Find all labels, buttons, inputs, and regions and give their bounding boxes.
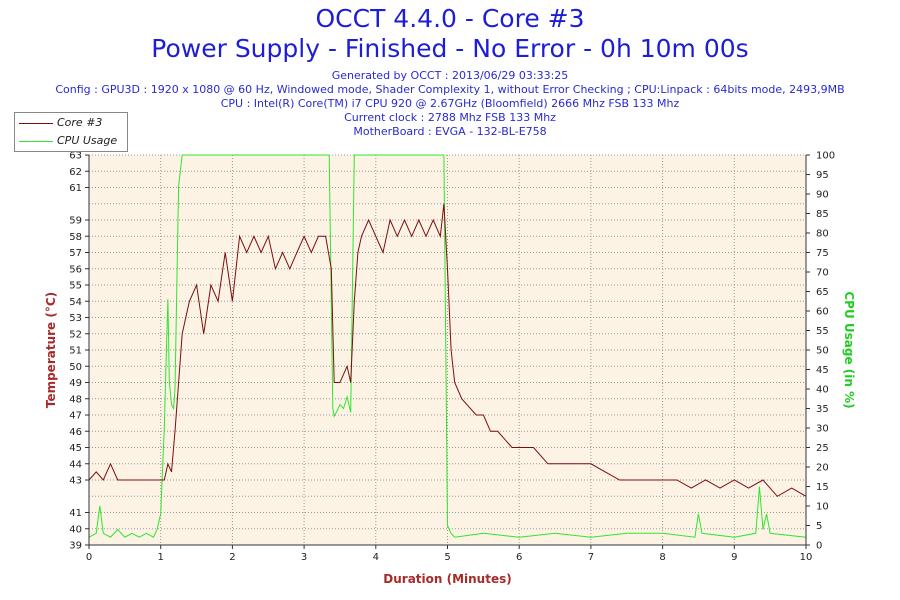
y2-axis-title: CPU Usage (in %) bbox=[842, 291, 856, 408]
cpu-line: CPU : Intel(R) Core(TM) i7 CPU 920 @ 2.6… bbox=[220, 97, 680, 110]
y-tick-label: 54 bbox=[69, 297, 82, 308]
y2-tick-label: 45 bbox=[816, 365, 829, 376]
y2-tick-label: 80 bbox=[816, 229, 829, 240]
x-tick-label: 6 bbox=[516, 552, 522, 563]
y2-tick-label: 10 bbox=[816, 502, 829, 513]
y-tick-label: 45 bbox=[69, 443, 82, 454]
y-tick-label: 52 bbox=[69, 329, 82, 340]
y2-tick-label: 95 bbox=[816, 170, 829, 181]
x-tick-label: 4 bbox=[373, 552, 379, 563]
y-tick-label: 40 bbox=[69, 524, 82, 535]
legend-item-cpu-usage: CPU Usage bbox=[15, 132, 127, 150]
y2-tick-label: 0 bbox=[816, 541, 822, 552]
y2-tick-label: 65 bbox=[816, 287, 829, 298]
y2-tick-label: 30 bbox=[816, 424, 829, 435]
legend-item-core3: Core #3 bbox=[15, 114, 127, 132]
y2-tick-label: 85 bbox=[816, 209, 829, 220]
y-tick-label: 59 bbox=[69, 216, 82, 227]
y-tick-label: 61 bbox=[69, 183, 82, 194]
x-tick-label: 10 bbox=[800, 552, 813, 563]
chart-title: OCCT 4.4.0 - Core #3 bbox=[315, 4, 585, 33]
legend-swatch-core3 bbox=[19, 123, 53, 124]
y-tick-label: 43 bbox=[69, 476, 82, 487]
motherboard-line: MotherBoard : EVGA - 132-BL-E758 bbox=[353, 125, 547, 138]
y2-tick-label: 35 bbox=[816, 404, 829, 415]
x-tick-label: 8 bbox=[659, 552, 665, 563]
y-tick-label: 44 bbox=[69, 459, 82, 470]
y2-tick-label: 90 bbox=[816, 190, 829, 201]
x-tick-label: 1 bbox=[158, 552, 164, 563]
y2-tick-label: 40 bbox=[816, 385, 829, 396]
y2-tick-label: 70 bbox=[816, 268, 829, 279]
x-tick-label: 0 bbox=[86, 552, 92, 563]
y-tick-label: 49 bbox=[69, 378, 82, 389]
y-tick-label: 58 bbox=[69, 232, 82, 243]
config-line: Config : GPU3D : 1920 x 1080 @ 60 Hz, Wi… bbox=[55, 83, 845, 96]
y-tick-label: 57 bbox=[69, 248, 82, 259]
x-tick-label: 7 bbox=[588, 552, 594, 563]
legend-swatch-cpu-usage bbox=[19, 141, 53, 142]
legend-label-core3: Core #3 bbox=[57, 116, 103, 129]
cpu-usage-line bbox=[88, 154, 807, 538]
y-tick-label: 56 bbox=[69, 264, 82, 275]
x-tick-label: 3 bbox=[301, 552, 307, 563]
y-tick-label: 51 bbox=[69, 346, 82, 357]
y-tick-label: 55 bbox=[69, 281, 82, 292]
chart-subtitle: Power Supply - Finished - No Error - 0h … bbox=[151, 34, 749, 63]
x-tick-label: 9 bbox=[731, 552, 737, 563]
legend: Core #3 CPU Usage bbox=[14, 112, 128, 152]
y-tick-label: 53 bbox=[69, 313, 82, 324]
core3-temperature-line bbox=[88, 203, 807, 497]
legend-label-cpu-usage: CPU Usage bbox=[57, 134, 118, 147]
y-tick-label: 48 bbox=[69, 394, 82, 405]
x-axis-title: Duration (Minutes) bbox=[383, 572, 511, 586]
y-tick-label: 63 bbox=[69, 151, 82, 162]
y2-tick-label: 60 bbox=[816, 307, 829, 318]
x-tick-label: 5 bbox=[444, 552, 450, 563]
y2-tick-label: 55 bbox=[816, 326, 829, 337]
y-tick-label: 50 bbox=[69, 362, 82, 373]
y-axis-title: Temperature (°C) bbox=[44, 292, 58, 408]
clock-line: Current clock : 2788 Mhz FSB 133 Mhz bbox=[344, 111, 556, 124]
y2-tick-label: 50 bbox=[816, 346, 829, 357]
y2-tick-label: 5 bbox=[816, 521, 822, 532]
y-tick-label: 41 bbox=[69, 508, 82, 519]
y2-tick-label: 100 bbox=[816, 151, 835, 162]
generated-line: Generated by OCCT : 2013/06/29 03:33:25 bbox=[331, 69, 569, 82]
x-tick-label: 2 bbox=[229, 552, 235, 563]
y-tick-label: 47 bbox=[69, 411, 82, 422]
y2-tick-label: 15 bbox=[816, 482, 829, 493]
y2-tick-label: 75 bbox=[816, 248, 829, 259]
y-tick-label: 62 bbox=[69, 167, 82, 178]
y-tick-label: 46 bbox=[69, 427, 82, 438]
y2-tick-label: 20 bbox=[816, 463, 829, 474]
y2-tick-label: 25 bbox=[816, 443, 829, 454]
y-tick-label: 39 bbox=[69, 541, 82, 552]
